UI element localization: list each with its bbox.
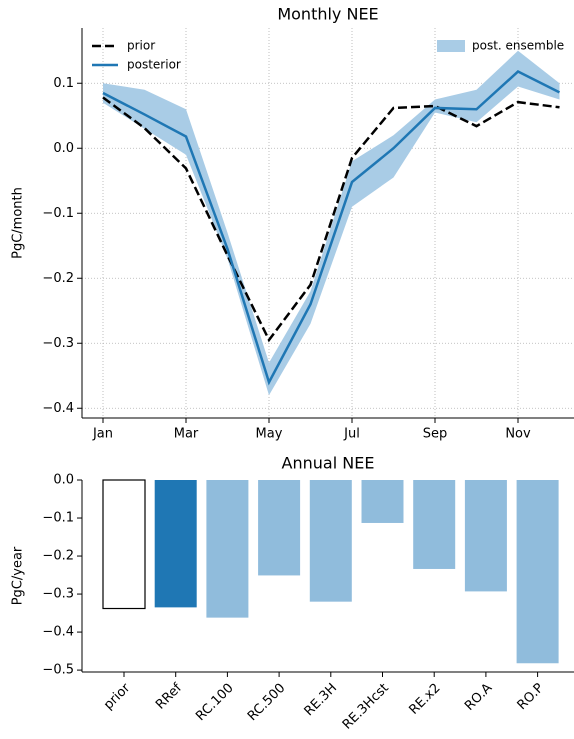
bar xyxy=(206,480,249,618)
x-tick-label: RC.100 xyxy=(193,681,236,724)
x-tick-label: Sep xyxy=(423,427,448,442)
bar xyxy=(102,479,146,610)
y-tick-label: −0.4 xyxy=(42,625,74,640)
x-tick-label: RO.A xyxy=(462,681,495,714)
x-tick-label: Nov xyxy=(505,427,531,442)
series-line xyxy=(102,70,561,386)
y-axis-label: PgC/month xyxy=(11,187,26,259)
y-tick-label: −0.2 xyxy=(42,549,74,564)
chart-title: Annual NEE xyxy=(282,454,375,473)
x-tick-label: Jul xyxy=(343,427,360,442)
x-tick-label: prior xyxy=(101,680,134,713)
bar xyxy=(154,480,197,608)
bar xyxy=(258,480,301,576)
y-tick-label: 0.1 xyxy=(53,76,74,91)
x-tick-label: RE.3Hcst xyxy=(340,681,392,733)
bar xyxy=(464,480,507,592)
legend-label: prior xyxy=(127,39,155,53)
y-tick-label: −0.2 xyxy=(42,271,74,286)
legend-patch xyxy=(437,40,465,52)
y-axis-label: PgC/year xyxy=(11,546,26,605)
legend-label: post. ensemble xyxy=(472,39,564,53)
legend-label: posterior xyxy=(127,58,181,72)
y-tick-label: −0.3 xyxy=(42,587,74,602)
series-line xyxy=(102,96,560,343)
x-tick-label: May xyxy=(256,427,283,442)
y-tick-label: 0.0 xyxy=(53,141,74,156)
ensemble-band xyxy=(103,50,560,396)
x-tick-label: RE.x2 xyxy=(406,681,443,718)
y-tick-label: −0.3 xyxy=(42,336,74,351)
y-tick-label: −0.1 xyxy=(42,511,74,526)
y-tick-label: 0.0 xyxy=(53,473,74,488)
x-tick-label: RRef xyxy=(153,680,185,712)
bar xyxy=(361,480,404,523)
y-tick-label: −0.5 xyxy=(42,663,74,678)
bar xyxy=(309,480,352,602)
x-tick-label: RO.P xyxy=(515,681,547,713)
bar xyxy=(516,480,559,664)
x-tick-label: RE.3H xyxy=(302,681,340,719)
chart-title: Monthly NEE xyxy=(277,5,378,24)
bar xyxy=(413,480,456,569)
x-tick-label: Mar xyxy=(174,427,199,442)
x-tick-label: Jan xyxy=(92,427,113,442)
x-tick-label: RC.500 xyxy=(245,681,288,724)
y-tick-label: −0.1 xyxy=(42,206,74,221)
y-tick-label: −0.4 xyxy=(42,401,74,416)
